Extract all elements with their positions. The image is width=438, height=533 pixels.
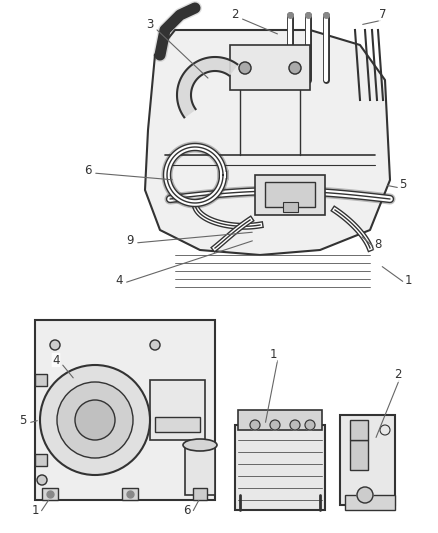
Bar	[193, 488, 207, 500]
Text: 6: 6	[183, 504, 191, 516]
Bar	[235, 425, 325, 510]
Bar	[185, 445, 215, 495]
Circle shape	[290, 420, 300, 430]
Circle shape	[305, 420, 315, 430]
Ellipse shape	[183, 439, 217, 451]
Text: 8: 8	[374, 238, 381, 252]
Bar	[35, 374, 47, 386]
Bar	[255, 175, 325, 215]
Text: 1: 1	[269, 349, 277, 361]
Polygon shape	[177, 57, 237, 117]
Text: 4: 4	[52, 353, 60, 367]
Text: 1: 1	[31, 504, 39, 516]
Bar	[283, 202, 298, 212]
Bar	[340, 415, 395, 505]
Text: 1: 1	[404, 273, 412, 287]
Bar	[350, 420, 368, 440]
Bar	[150, 380, 205, 440]
Bar	[345, 495, 395, 510]
Text: 2: 2	[394, 368, 402, 382]
Circle shape	[40, 365, 150, 475]
Bar	[230, 45, 310, 90]
Polygon shape	[145, 30, 390, 255]
Text: 2: 2	[231, 9, 239, 21]
Bar	[35, 454, 47, 466]
Circle shape	[150, 340, 160, 350]
Text: 6: 6	[84, 164, 92, 176]
Text: 9: 9	[126, 233, 134, 246]
Bar	[238, 410, 322, 430]
Bar	[35, 320, 215, 500]
Bar	[42, 488, 58, 500]
Circle shape	[250, 420, 260, 430]
Circle shape	[357, 487, 373, 503]
Text: 3: 3	[146, 19, 154, 31]
Circle shape	[50, 340, 60, 350]
Text: 5: 5	[19, 414, 27, 426]
Text: 7: 7	[379, 9, 387, 21]
Circle shape	[57, 382, 133, 458]
Circle shape	[270, 420, 280, 430]
Circle shape	[239, 62, 251, 74]
Circle shape	[289, 62, 301, 74]
Circle shape	[37, 475, 47, 485]
Bar	[350, 440, 368, 470]
Bar	[122, 488, 138, 500]
Bar	[265, 182, 315, 207]
Bar	[155, 417, 200, 432]
Text: 5: 5	[399, 179, 407, 191]
Circle shape	[75, 400, 115, 440]
Text: 4: 4	[115, 273, 123, 287]
